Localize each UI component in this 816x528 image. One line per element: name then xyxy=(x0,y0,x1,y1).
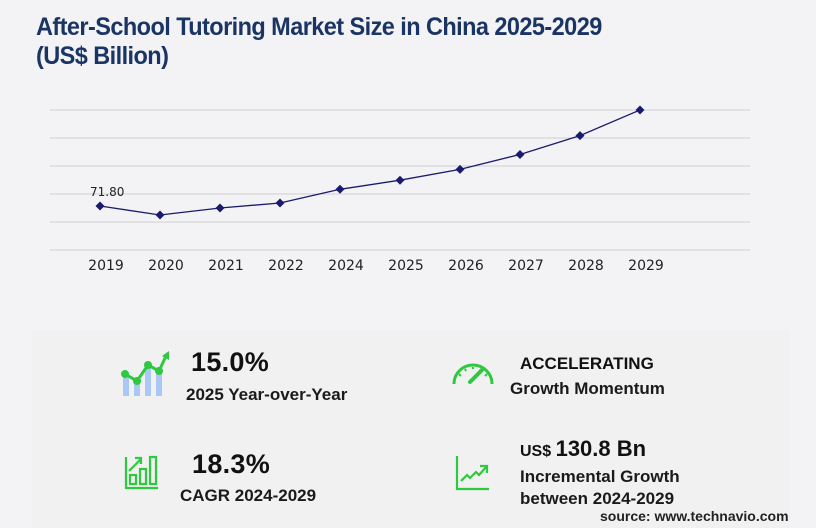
cagr-value: 18.3% xyxy=(192,449,271,479)
series-line xyxy=(99,109,641,216)
increment-amount: 130.8 Bn xyxy=(555,436,647,461)
source-credit: source: www.technavio.com xyxy=(600,508,789,524)
increment-label-line1: Incremental Growth xyxy=(520,467,680,486)
x-label-2025: 2025 xyxy=(388,258,424,274)
x-label-2022: 2022 xyxy=(268,258,304,274)
data-point-2020 xyxy=(155,210,165,220)
x-label-2020: 2020 xyxy=(148,258,184,274)
data-point-2027 xyxy=(515,149,525,159)
speedometer-icon xyxy=(452,363,494,385)
increment-currency: US$ xyxy=(520,443,552,460)
line-chart: 2019 2020 2021 2022 2024 2025 2026 2027 2028 2029… xyxy=(50,105,750,274)
x-label-2029: 2029 xyxy=(628,258,664,274)
yoy-value: 15.0% xyxy=(191,347,270,377)
stats-panel xyxy=(32,330,790,528)
x-label-2024: 2024 xyxy=(328,258,364,274)
momentum-value: ACCELERATING xyxy=(520,354,654,373)
x-axis-labels: 2019 2020 2021 2022 2024 2025 2026 2027 2028 2029 xyxy=(88,258,664,274)
x-label-2028: 2028 xyxy=(568,258,604,274)
data-point-2028 xyxy=(575,131,585,141)
gridlines xyxy=(50,109,750,251)
cagr-label: CAGR 2024-2029 xyxy=(180,486,317,505)
chart-title-line2: (US$ Billion) xyxy=(36,42,169,70)
chart-title-line1: After-School Tutoring Market Size in Chi… xyxy=(36,13,602,41)
bar-chart-arrow-icon xyxy=(124,455,158,490)
data-markers xyxy=(95,105,645,220)
chart-title: After-School Tutoring Market Size in Chi… xyxy=(36,13,602,71)
data-point-2019 xyxy=(95,201,105,211)
increment-value: US$ 130.8 Bn xyxy=(520,436,646,462)
data-point-2021 xyxy=(215,203,225,213)
data-point-2025 xyxy=(395,175,405,185)
x-label-2019: 2019 xyxy=(88,258,124,274)
data-point-2029 xyxy=(635,105,645,115)
data-label-2019: 71.80 xyxy=(90,185,124,199)
data-point-2026 xyxy=(455,164,465,174)
x-label-2027: 2027 xyxy=(508,258,544,274)
growth-chart-icon xyxy=(121,351,169,396)
trend-line-icon xyxy=(455,456,489,491)
x-label-2026: 2026 xyxy=(448,258,484,274)
momentum-label: Growth Momentum xyxy=(510,379,665,398)
increment-label-line2: between 2024-2029 xyxy=(520,489,675,508)
data-point-2024 xyxy=(335,184,345,194)
x-label-2021: 2021 xyxy=(208,258,244,274)
data-point-2022 xyxy=(275,198,285,208)
yoy-label: 2025 Year-over-Year xyxy=(186,385,348,404)
